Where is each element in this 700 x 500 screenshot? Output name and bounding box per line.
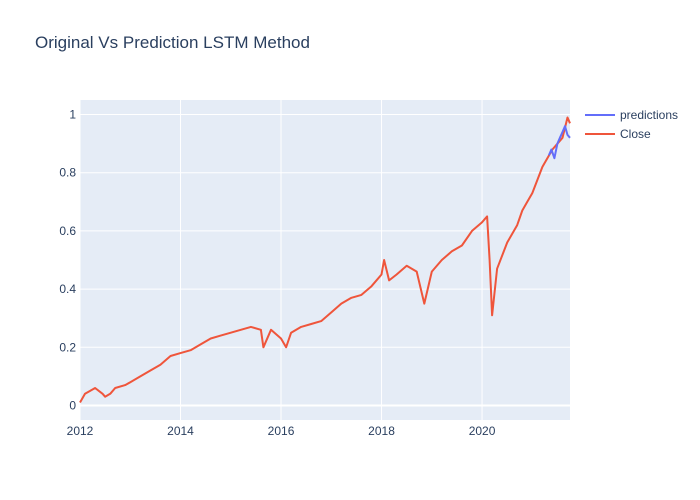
- x-tick-label: 2014: [167, 424, 194, 438]
- y-axis-ticks: 0 0.2 0.4 0.6 0.8 1: [59, 108, 76, 413]
- x-tick-label: 2012: [67, 424, 94, 438]
- x-tick-label: 2018: [368, 424, 395, 438]
- y-tick-label: 0.8: [59, 166, 76, 180]
- y-tick-label: 0.6: [59, 224, 76, 238]
- y-tick-label: 1: [69, 108, 76, 122]
- plot-area: [80, 100, 570, 420]
- legend: predictions Close: [585, 108, 678, 141]
- x-tick-label: 2016: [268, 424, 295, 438]
- y-tick-label: 0.2: [59, 340, 76, 354]
- y-tick-label: 0.4: [59, 282, 76, 296]
- legend-item-predictions[interactable]: predictions: [585, 108, 678, 122]
- y-tick-label: 0: [69, 398, 76, 412]
- chart-title: Original Vs Prediction LSTM Method: [35, 33, 310, 52]
- series-line-close: [79, 116, 571, 403]
- x-tick-label: 2020: [469, 424, 496, 438]
- x-axis-ticks: 2012 2014 2016 2018 2020: [67, 424, 496, 438]
- legend-item-close[interactable]: Close: [585, 127, 651, 141]
- series-line-predictions: [547, 125, 571, 160]
- legend-label: Close: [620, 127, 651, 141]
- series-lines: [79, 116, 571, 403]
- legend-label: predictions: [620, 108, 678, 122]
